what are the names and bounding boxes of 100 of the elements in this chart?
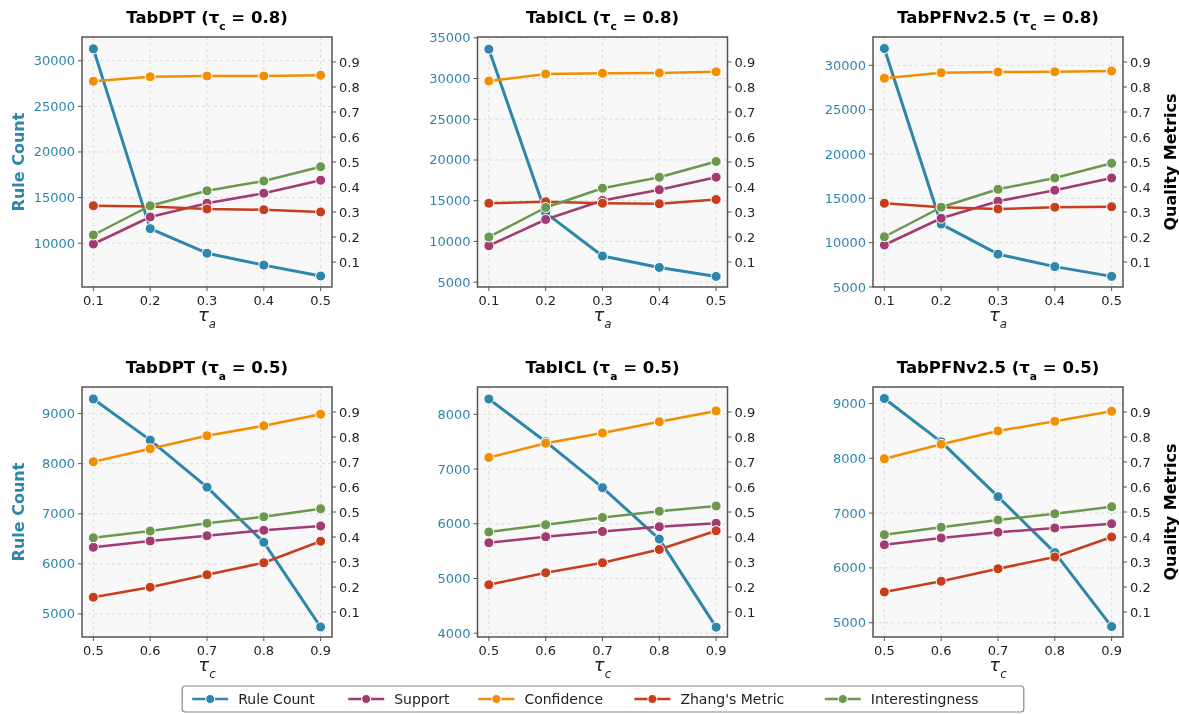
point <box>483 452 495 463</box>
y2-tick-label: 0.8 <box>339 79 360 95</box>
y-tick-label: 7000 <box>832 505 866 521</box>
y2-tick-label: 0.2 <box>339 229 360 245</box>
y-tick-label: 6000 <box>41 556 75 572</box>
point <box>201 247 213 259</box>
y2-tick-label: 0.1 <box>1130 254 1151 270</box>
y2-tick-label: 0.3 <box>1130 554 1151 570</box>
y2-tick-label: 0.1 <box>1130 604 1151 620</box>
point <box>1049 522 1061 534</box>
y-tick-label: 8000 <box>437 406 471 422</box>
x-tick-label: 0.1 <box>83 293 104 308</box>
point <box>1049 201 1061 213</box>
point <box>710 270 722 282</box>
point <box>992 66 1004 78</box>
y-tick-label: 20000 <box>429 152 471 168</box>
x-tick-label: 0.6 <box>930 643 952 658</box>
point <box>201 430 213 442</box>
y2-tick-label: 0.8 <box>734 429 756 445</box>
y2-tick-label: 0.5 <box>339 154 360 170</box>
point <box>1049 508 1061 520</box>
point <box>201 481 213 493</box>
x-tick-label: 0.9 <box>705 643 727 658</box>
point <box>483 393 495 405</box>
point <box>87 75 99 87</box>
point <box>315 174 327 186</box>
y-tick-label: 8000 <box>832 450 866 466</box>
y2-tick-label: 0.5 <box>339 504 360 520</box>
y2-tick-label: 0.9 <box>339 54 360 70</box>
y2-tick-label: 0.2 <box>1130 229 1151 245</box>
y2-tick-label: 0.5 <box>1130 504 1151 520</box>
point <box>653 171 665 183</box>
y-tick-label: 25000 <box>33 98 75 114</box>
point <box>144 535 156 547</box>
point <box>258 70 270 82</box>
y-tick-label: 9000 <box>832 395 866 411</box>
point <box>1106 201 1118 213</box>
point <box>653 544 665 555</box>
y-tick-label: 15000 <box>33 190 75 206</box>
y2-tick-label: 0.4 <box>1130 529 1151 545</box>
point <box>1049 551 1061 563</box>
y-tick-label: 10000 <box>33 235 75 251</box>
y2-tick-label: 0.1 <box>734 254 756 270</box>
y2-tick-label: 0.1 <box>339 604 360 620</box>
point <box>258 420 270 432</box>
y2-tick-label: 0.9 <box>734 54 756 70</box>
point <box>653 533 665 545</box>
y-tick-label: 20000 <box>33 144 75 160</box>
y2-tick-label: 0.9 <box>734 404 756 420</box>
point <box>935 67 947 79</box>
point <box>1049 184 1061 196</box>
y2-tick-label: 0.2 <box>1130 579 1151 595</box>
y-tick-label: 30000 <box>33 53 75 69</box>
y-tick-label: 25000 <box>824 102 866 118</box>
point <box>878 586 890 598</box>
point <box>87 532 99 544</box>
y2-tick-label: 0.6 <box>734 479 756 495</box>
y2-tick-label: 0.7 <box>339 454 360 470</box>
y2-axis-title: Quality Metrics <box>1161 443 1179 581</box>
point <box>1106 405 1118 417</box>
point <box>258 204 270 216</box>
y2-tick-label: 0.5 <box>734 504 756 520</box>
chart-title: TabDPT (τ$_{c}$ = 0.8) <box>126 8 288 33</box>
y2-tick-label: 0.4 <box>1130 179 1151 195</box>
y-tick-label: 5000 <box>832 279 866 295</box>
point <box>878 529 890 541</box>
point <box>87 456 99 468</box>
point <box>878 72 890 84</box>
point <box>878 231 890 243</box>
x-tick-label: 0.4 <box>1044 293 1066 308</box>
chart-title: TabPFNv2.5 (τ$_{a}$ = 0.5) <box>896 358 1100 383</box>
y2-tick-label: 0.4 <box>339 529 360 545</box>
x-tick-label: 0.5 <box>310 293 331 308</box>
point <box>1049 172 1061 184</box>
y-tick-label: 35000 <box>429 30 471 46</box>
y2-tick-label: 0.6 <box>339 479 360 495</box>
point <box>710 171 722 183</box>
point <box>710 525 722 537</box>
point <box>87 43 99 55</box>
y2-tick-label: 0.3 <box>734 204 756 220</box>
point <box>597 67 608 79</box>
x-tick-label: 0.4 <box>253 293 275 308</box>
y-tick-label: 5000 <box>437 274 471 290</box>
x-tick-label: 0.2 <box>930 293 952 308</box>
point <box>878 43 890 55</box>
x-tick-label: 0.9 <box>310 643 331 658</box>
chart-title: TabICL (τ$_{a}$ = 0.5) <box>525 358 680 383</box>
point <box>483 526 495 538</box>
point <box>483 75 495 87</box>
point <box>87 200 99 212</box>
point <box>483 43 495 55</box>
point <box>87 541 99 553</box>
y-tick-label: 6000 <box>832 560 866 576</box>
y-tick-label: 30000 <box>824 57 866 73</box>
point <box>935 575 947 587</box>
y-tick-label: 5000 <box>437 570 471 586</box>
point <box>1049 66 1061 78</box>
y2-tick-label: 0.4 <box>734 179 756 195</box>
y2-tick-label: 0.6 <box>339 129 360 145</box>
point <box>992 563 1004 575</box>
